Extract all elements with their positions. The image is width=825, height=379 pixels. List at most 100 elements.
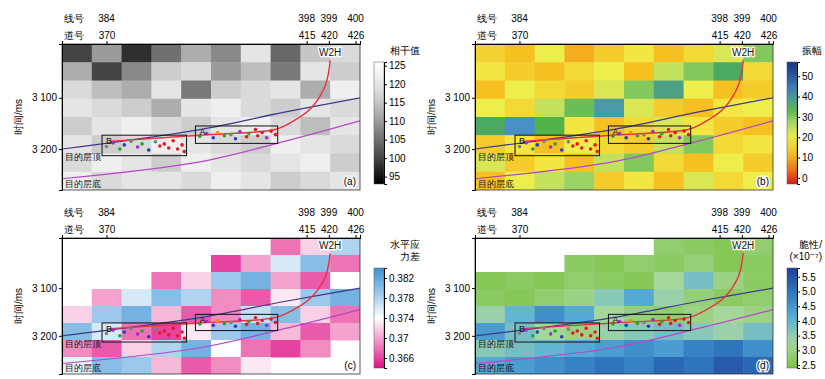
tick: 3 200 [445, 144, 475, 155]
heat-cell [743, 99, 773, 118]
heat-cell [151, 357, 181, 374]
tick-label: 105 [389, 134, 406, 145]
heat-cell [181, 357, 211, 374]
event-point [247, 320, 251, 324]
heat-cell [300, 340, 330, 357]
heat-cell [594, 99, 624, 118]
heat-cell [654, 357, 684, 374]
event-point [260, 319, 264, 323]
heat-cell [300, 323, 330, 341]
tick-label: 4.0 [802, 316, 816, 327]
event-point [234, 324, 238, 328]
axis-line [385, 63, 388, 185]
event-point [154, 140, 158, 144]
tick-label: 426 [348, 30, 365, 41]
heat-cell [654, 238, 684, 255]
heat-cell [505, 117, 535, 136]
tick-mark [384, 158, 387, 159]
event-point [629, 319, 633, 323]
heat-cell [300, 172, 330, 190]
heat-cell [330, 323, 360, 341]
heat-cell [330, 172, 360, 190]
tick: 420 [321, 224, 338, 238]
event-point [118, 147, 122, 151]
tick-label: 420 [321, 224, 338, 235]
heat-cell [475, 81, 505, 100]
event-point [542, 140, 546, 144]
tick-label: 3 100 [32, 92, 57, 103]
event-point [176, 334, 180, 338]
tick-mark [384, 318, 387, 319]
tick: 420 [734, 224, 751, 238]
heat-cell [92, 62, 122, 81]
event-point [254, 316, 258, 320]
event-point [553, 142, 557, 146]
event-point [171, 326, 175, 330]
colorbar-title: 力差 [400, 251, 420, 262]
heat-cell [713, 323, 743, 341]
heat-cell [92, 99, 122, 118]
event-point [658, 135, 662, 139]
axis-line [476, 41, 774, 45]
tick: 95 [384, 171, 401, 182]
event-point [269, 317, 273, 321]
heat-cell [684, 340, 714, 357]
region-box [102, 135, 187, 155]
tick-mark [384, 338, 387, 339]
tick-mark [519, 235, 520, 238]
tick-label: 3.5 [802, 330, 816, 341]
tick-label: 426 [348, 224, 365, 235]
heat-cell [211, 272, 241, 289]
figure: 370415420426384398399400线号道号3 1003 200时间… [0, 0, 825, 379]
heat-cell [92, 289, 122, 306]
x-axis: 370415420426 [476, 30, 778, 45]
heat-cell [122, 289, 152, 306]
event-point [531, 147, 535, 151]
tick-mark [797, 365, 800, 366]
event-point [678, 324, 682, 328]
tick-label: 426 [761, 224, 778, 235]
heat-cell [92, 306, 122, 323]
y-axis: 3 1003 200 [32, 45, 63, 191]
axis-line [476, 235, 774, 239]
colorbar-axis: 01020304050 [797, 63, 814, 185]
event-point [274, 321, 278, 325]
tick-mark [384, 121, 387, 122]
tick: 4.0 [797, 316, 816, 327]
heat-cell [122, 117, 152, 136]
heat-cell [151, 272, 181, 289]
line-number-label: 400 [347, 13, 364, 24]
tick-label: 115 [389, 97, 405, 108]
heat-cell [654, 255, 684, 273]
horizon-line [475, 288, 773, 336]
heat-cell [475, 117, 505, 136]
event-point [265, 324, 269, 328]
event-point [531, 334, 535, 338]
event-point [129, 327, 133, 331]
tick-mark [797, 306, 800, 307]
heat-cell [211, 323, 241, 341]
colorbar-title: (×10⁻⁷) [789, 251, 822, 262]
colorbar-title: 水平应 [390, 239, 420, 250]
heat-cell [62, 306, 92, 323]
colorbar-title: 脆性/ [799, 239, 822, 250]
event-point [624, 136, 628, 140]
heat-cell [211, 99, 241, 118]
event-point [180, 330, 184, 334]
event-point [553, 329, 557, 333]
tick: 110 [384, 116, 405, 127]
colorbar-axis: 95100105110115120125 [384, 60, 406, 184]
tick-mark [59, 288, 62, 289]
tick-mark [384, 278, 387, 279]
tick: 0.378 [384, 293, 414, 304]
tick-label: 125 [389, 60, 406, 71]
heat-cell [241, 255, 271, 273]
event-point [589, 334, 593, 338]
event-point [122, 143, 126, 147]
heat-cell [330, 135, 360, 154]
tick-mark [59, 149, 62, 150]
event-point [542, 327, 546, 331]
tick-mark [307, 235, 308, 238]
tick-mark [384, 298, 387, 299]
event-point [234, 137, 238, 141]
